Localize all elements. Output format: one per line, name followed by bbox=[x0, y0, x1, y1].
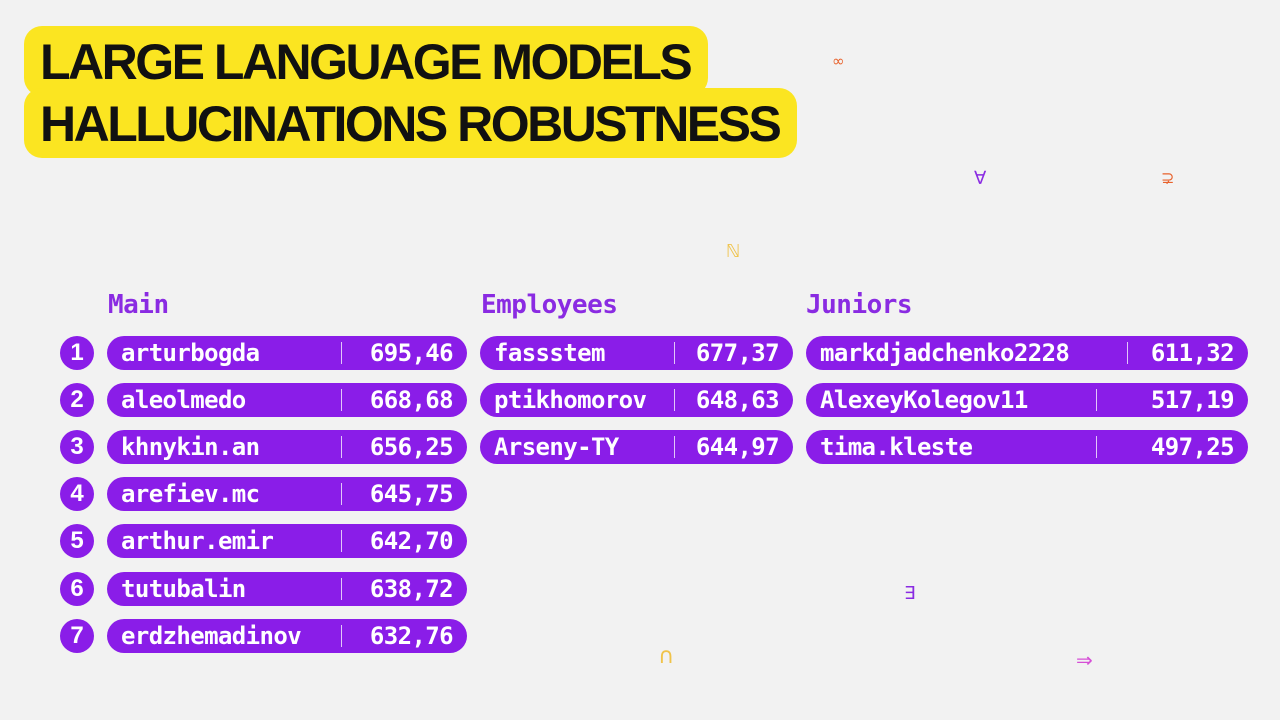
row-divider bbox=[1127, 342, 1128, 364]
participant-score: 677,37 bbox=[695, 339, 780, 367]
participant-score: 517,19 bbox=[1150, 386, 1235, 414]
participant-score: 611,32 bbox=[1150, 339, 1235, 367]
row-divider bbox=[1096, 389, 1097, 411]
leaderboard-row: erdzhemadinov 632,76 bbox=[107, 619, 467, 653]
participant-name: aleolmedo bbox=[121, 386, 246, 414]
participant-name: arefiev.mc bbox=[121, 480, 260, 508]
rank-badge: 7 bbox=[60, 619, 94, 653]
participant-name: arturbogda bbox=[121, 339, 260, 367]
participant-score: 638,72 bbox=[369, 575, 454, 603]
row-divider bbox=[674, 436, 675, 458]
row-divider bbox=[341, 389, 342, 411]
participant-score: 642,70 bbox=[369, 527, 454, 555]
leaderboard-row: tima.kleste 497,25 bbox=[806, 430, 1248, 464]
leaderboard-row: arthur.emir 642,70 bbox=[107, 524, 467, 558]
participant-name: khnykin.an bbox=[121, 433, 260, 461]
leaderboard-row: markdjadchenko2228 611,32 bbox=[806, 336, 1248, 370]
employees-column-header: Employees bbox=[481, 290, 618, 320]
row-divider bbox=[674, 342, 675, 364]
participant-score: 497,25 bbox=[1150, 433, 1235, 461]
rank-badge: 6 bbox=[60, 572, 94, 606]
participant-name: fassstem bbox=[494, 339, 605, 367]
rank-badge: 1 bbox=[60, 336, 94, 370]
row-divider bbox=[341, 578, 342, 600]
naturals-glyph: ℕ bbox=[726, 241, 741, 262]
leaderboard-row: arturbogda 695,46 bbox=[107, 336, 467, 370]
row-divider bbox=[341, 530, 342, 552]
participant-score: 644,97 bbox=[695, 433, 780, 461]
leaderboard-row: fassstem 677,37 bbox=[480, 336, 793, 370]
row-divider bbox=[341, 625, 342, 647]
implies-glyph: ⇒ bbox=[1076, 648, 1093, 672]
leaderboard-row: AlexeyKolegov11 517,19 bbox=[806, 383, 1248, 417]
participant-score: 645,75 bbox=[369, 480, 454, 508]
row-divider bbox=[341, 483, 342, 505]
leaderboard-row: khnykin.an 656,25 bbox=[107, 430, 467, 464]
participant-name: Arseny-TY bbox=[494, 433, 619, 461]
leaderboard-row: arefiev.mc 645,75 bbox=[107, 477, 467, 511]
participant-name: arthur.emir bbox=[121, 527, 274, 555]
participant-score: 695,46 bbox=[369, 339, 454, 367]
intersection-glyph: ∩ bbox=[658, 644, 675, 669]
participant-name: tima.kleste bbox=[820, 433, 973, 461]
participant-score: 668,68 bbox=[369, 386, 454, 414]
forall-glyph: ∀ bbox=[974, 168, 987, 189]
leaderboard-row: Arseny-TY 644,97 bbox=[480, 430, 793, 464]
supsetneq-glyph: ⊋ bbox=[1161, 168, 1175, 187]
rank-badge: 3 bbox=[60, 430, 94, 464]
leaderboard-row: aleolmedo 668,68 bbox=[107, 383, 467, 417]
participant-name: erdzhemadinov bbox=[121, 622, 302, 650]
participant-score: 656,25 bbox=[369, 433, 454, 461]
participant-name: tutubalin bbox=[121, 575, 246, 603]
leaderboard-row: ptikhomorov 648,63 bbox=[480, 383, 793, 417]
rank-badge: 2 bbox=[60, 383, 94, 417]
infinity-glyph: ∞ bbox=[832, 52, 845, 70]
rank-badge: 5 bbox=[60, 524, 94, 558]
leaderboard-row: tutubalin 638,72 bbox=[107, 572, 467, 606]
exists-glyph: ∃ bbox=[904, 583, 916, 604]
participant-name: AlexeyKolegov11 bbox=[820, 386, 1028, 414]
row-divider bbox=[341, 342, 342, 364]
title-line-1: LARGE LANGUAGE MODELS bbox=[28, 30, 705, 92]
row-divider bbox=[341, 436, 342, 458]
participant-score: 648,63 bbox=[695, 386, 780, 414]
participant-name: markdjadchenko2228 bbox=[820, 339, 1070, 367]
participant-score: 632,76 bbox=[369, 622, 454, 650]
participant-name: ptikhomorov bbox=[494, 386, 647, 414]
rank-badge: 4 bbox=[60, 477, 94, 511]
title-line-2: HALLUCINATIONS ROBUSTNESS bbox=[28, 92, 794, 154]
row-divider bbox=[674, 389, 675, 411]
row-divider bbox=[1096, 436, 1097, 458]
main-column-header: Main bbox=[108, 290, 169, 320]
juniors-column-header: Juniors bbox=[806, 290, 913, 320]
